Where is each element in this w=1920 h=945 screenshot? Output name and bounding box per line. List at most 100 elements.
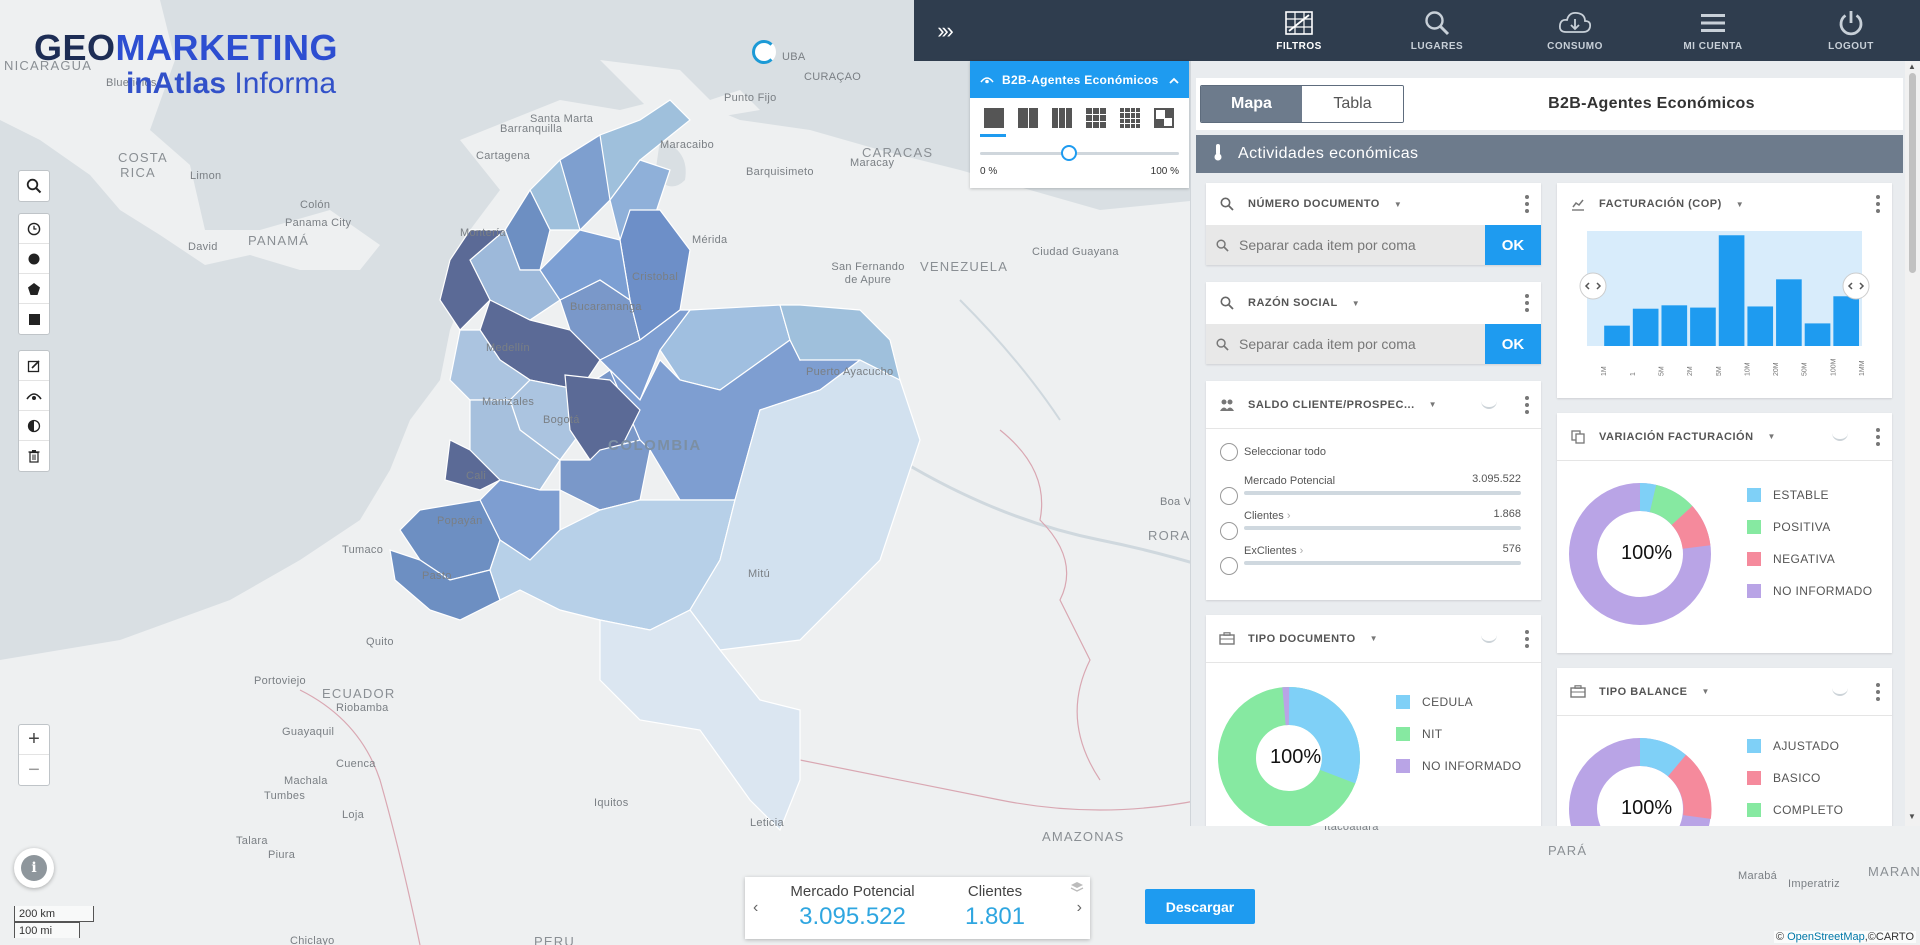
legend-item[interactable]: ESTABLE <box>1747 479 1872 511</box>
edit-icon[interactable] <box>19 351 49 381</box>
card-title[interactable]: FACTURACIÓN (COP) <box>1599 198 1722 210</box>
range-handle-left[interactable] <box>1579 272 1607 300</box>
scroll-up-arrow[interactable]: ▲ <box>1908 62 1916 71</box>
zoom-in-button[interactable]: + <box>19 725 49 755</box>
collapse-icon[interactable] <box>1832 688 1848 696</box>
numero-documento-input[interactable]: Separar cada item por coma <box>1206 225 1485 265</box>
chevron-right-icon[interactable]: › <box>1076 899 1082 916</box>
chevron-left-icon[interactable]: ‹ <box>753 899 759 916</box>
list-item[interactable]: ExClientes › 576 <box>1220 543 1527 580</box>
opacity-slider[interactable]: 0 % 100 % <box>980 128 1179 177</box>
histogram-bar[interactable] <box>1604 325 1630 346</box>
legend-item[interactable]: NEGATIVA <box>1747 543 1872 575</box>
card-title[interactable]: TIPO DOCUMENTO <box>1248 632 1356 645</box>
visibility-icon[interactable] <box>19 381 49 411</box>
range-handle-right[interactable] <box>1842 272 1870 300</box>
razon-social-input[interactable]: Separar cada item por coma <box>1206 324 1485 364</box>
caret-down-icon[interactable]: ▼ <box>1428 400 1437 409</box>
collapse-icon[interactable] <box>1481 401 1497 409</box>
clock-icon[interactable] <box>19 214 49 244</box>
scroll-down-arrow[interactable]: ▼ <box>1908 812 1916 821</box>
tipo-documento-donut[interactable] <box>1216 685 1362 826</box>
info-button[interactable]: i <box>14 848 54 888</box>
histogram-bar[interactable] <box>1747 306 1774 346</box>
select-all-option[interactable]: Seleccionar todo <box>1220 443 1527 475</box>
slider-track[interactable] <box>980 152 1179 155</box>
radio-button[interactable] <box>1220 522 1238 540</box>
nav-filtros[interactable]: FILTROS <box>1230 0 1368 61</box>
more-vert-icon[interactable] <box>1876 682 1880 701</box>
caret-down-icon[interactable]: ▼ <box>1735 199 1744 209</box>
legend-item[interactable]: CEDULA <box>1396 686 1521 718</box>
nav-lugares[interactable]: LUGARES <box>1368 0 1506 61</box>
ok-button[interactable]: OK <box>1485 324 1541 364</box>
legend-item[interactable]: BASICO <box>1747 762 1843 794</box>
facturacion-histogram[interactable]: 1M 1 5M 2M 5M 10M 20M 50M 100M 1MM <box>1557 231 1892 386</box>
card-title[interactable]: RAZÓN SOCIAL <box>1248 297 1338 309</box>
legend-item[interactable]: COMPLETO <box>1747 794 1843 826</box>
caret-down-icon[interactable]: ▼ <box>1351 298 1360 308</box>
histogram-bar[interactable] <box>1804 323 1831 346</box>
chevron-up-icon[interactable] <box>1169 73 1179 87</box>
layer-header[interactable]: B2B-Agentes Económicos <box>970 61 1189 98</box>
histogram-bar[interactable] <box>1776 279 1802 346</box>
layout-1-icon[interactable] <box>984 108 1004 128</box>
collapse-icon[interactable] <box>1832 433 1848 441</box>
caret-down-icon[interactable]: ▼ <box>1767 432 1776 441</box>
radio-button[interactable] <box>1220 487 1238 505</box>
layout-mixed-icon[interactable] <box>1154 108 1174 128</box>
radio-button[interactable] <box>1220 557 1238 575</box>
caret-down-icon[interactable]: ▼ <box>1701 687 1710 696</box>
expand-panel-button[interactable]: ›» <box>937 17 954 43</box>
trash-icon[interactable] <box>19 441 49 471</box>
histogram-bar[interactable] <box>1833 296 1859 346</box>
caret-down-icon[interactable]: ▼ <box>1393 199 1402 209</box>
card-title[interactable]: VARIACIÓN FACTURACIÓN <box>1599 430 1754 443</box>
more-vert-icon[interactable] <box>1876 427 1880 446</box>
zoom-out-button[interactable]: − <box>28 758 40 781</box>
more-vert-icon[interactable] <box>1525 294 1529 312</box>
circle-icon[interactable] <box>19 244 49 274</box>
filters-scrollbar[interactable]: ▲ ▼ <box>1905 61 1920 826</box>
search-icon[interactable] <box>19 171 49 201</box>
legend-item[interactable]: NIT <box>1396 718 1521 750</box>
tipo-balance-donut[interactable] <box>1567 736 1713 826</box>
layers-icon[interactable] <box>1070 881 1084 896</box>
collapse-icon[interactable] <box>1481 635 1497 643</box>
variacion-donut[interactable] <box>1567 481 1713 627</box>
card-title[interactable]: TIPO BALANCE <box>1599 685 1688 698</box>
nav-consumo[interactable]: CONSUMO <box>1506 0 1644 61</box>
scroll-thumb[interactable] <box>1909 73 1916 273</box>
layout-grid-3-icon[interactable] <box>1086 108 1106 128</box>
visibility-icon[interactable] <box>980 73 994 87</box>
nav-logout[interactable]: LOGOUT <box>1782 0 1920 61</box>
more-vert-icon[interactable] <box>1525 629 1529 648</box>
section-actividades[interactable]: Actividades económicas <box>1196 135 1903 173</box>
table-view-button[interactable]: Tabla <box>1302 86 1403 122</box>
layout-2-icon[interactable] <box>1018 108 1038 128</box>
openstreetmap-link[interactable]: OpenStreetMap <box>1787 931 1865 943</box>
list-item[interactable]: Clientes › 1.868 <box>1220 508 1527 545</box>
square-icon[interactable] <box>19 304 49 334</box>
layout-3-icon[interactable] <box>1052 108 1072 128</box>
slider-handle[interactable] <box>1060 145 1077 161</box>
more-vert-icon[interactable] <box>1876 195 1880 213</box>
nav-mi-cuenta[interactable]: MI CUENTA <box>1644 0 1782 61</box>
card-title[interactable]: SALDO CLIENTE/PROSPEC... <box>1248 398 1415 411</box>
more-vert-icon[interactable] <box>1525 395 1529 414</box>
histogram-bar[interactable] <box>1690 307 1716 346</box>
ok-button[interactable]: OK <box>1485 225 1541 265</box>
radio-button[interactable] <box>1220 443 1238 461</box>
histogram-bar[interactable] <box>1661 305 1688 346</box>
caret-down-icon[interactable]: ▼ <box>1369 634 1378 643</box>
histogram-bar[interactable] <box>1632 308 1659 346</box>
pentagon-icon[interactable] <box>19 274 49 304</box>
card-title[interactable]: NÚMERO DOCUMENTO <box>1248 198 1380 210</box>
histogram-bar[interactable] <box>1718 235 1745 346</box>
legend-item[interactable]: POSITIVA <box>1747 511 1872 543</box>
legend-item[interactable]: NO INFORMADO <box>1396 750 1521 782</box>
map-view-button[interactable]: Mapa <box>1201 86 1302 122</box>
legend-item[interactable]: NO INFORMADO <box>1747 575 1872 607</box>
layout-grid-4-icon[interactable] <box>1120 108 1140 128</box>
list-item[interactable]: Mercado Potencial 3.095.522 <box>1220 473 1527 510</box>
